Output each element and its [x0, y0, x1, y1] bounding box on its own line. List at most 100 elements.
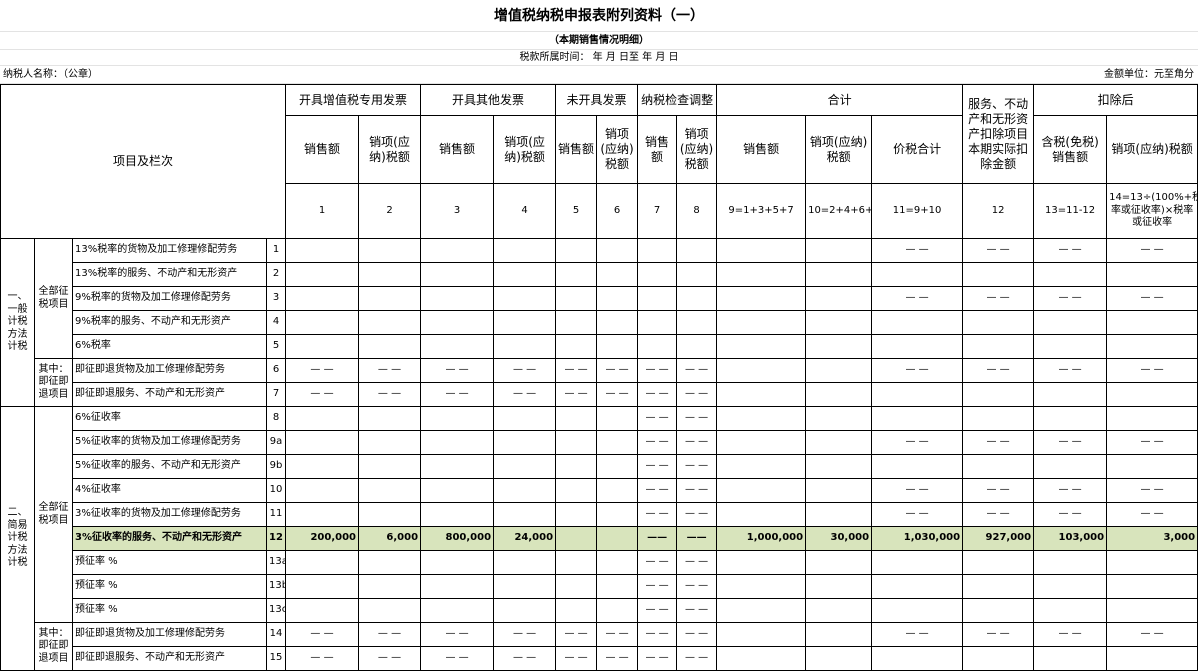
table-cell — [596, 430, 639, 455]
table-cell: — — — [637, 598, 678, 623]
table-cell — [555, 430, 598, 455]
table-cell — [871, 406, 964, 431]
table-cell — [871, 454, 964, 479]
table-cell — [637, 310, 678, 335]
line-number: 3 — [265, 286, 287, 311]
table-cell — [493, 550, 557, 575]
table-cell — [805, 382, 873, 407]
table-cell — [555, 406, 598, 431]
table-cell — [805, 646, 873, 671]
table-cell — [358, 238, 422, 263]
table-cell — [1106, 262, 1198, 287]
table-row: 3%征收率的服务、不动产和无形资产 12 200,000 6,000 800,000 24… — [1, 526, 1198, 551]
table-cell: — — — [420, 358, 495, 383]
table-cell — [555, 310, 598, 335]
table-cell — [555, 550, 598, 575]
table-row: 预征率 % 13c — — — — — [1, 598, 1198, 623]
table-cell: —— — [676, 526, 718, 551]
table-cell: — — — [493, 622, 557, 647]
table-cell — [596, 238, 639, 263]
table-cell — [555, 526, 598, 551]
item-label: 即征即退服务、不动产和无形资产 — [72, 382, 267, 407]
table-cell — [420, 502, 495, 527]
table-cell — [871, 598, 964, 623]
table-cell — [716, 238, 807, 263]
table-cell: — — — [1106, 238, 1198, 263]
table-cell — [805, 598, 873, 623]
table-cell — [676, 286, 718, 311]
table-cell: — — — [676, 622, 718, 647]
table-cell: — — — [596, 622, 639, 647]
item-label: 13%税率的服务、不动产和无形资产 — [72, 262, 267, 287]
table-cell — [962, 334, 1035, 359]
table-cell — [596, 574, 639, 599]
form-subtitle: （本期销售情况明细） — [0, 32, 1198, 50]
table-cell — [420, 478, 495, 503]
table-cell — [1106, 574, 1198, 599]
table-cell — [1033, 382, 1108, 407]
item-label: 9%税率的服务、不动产和无形资产 — [72, 310, 267, 335]
table-cell — [716, 334, 807, 359]
column-number: 5 — [555, 183, 598, 239]
table-cell — [637, 238, 678, 263]
table-cell — [716, 598, 807, 623]
item-label: 预征率 % — [72, 598, 267, 623]
table-cell — [420, 310, 495, 335]
table-cell — [420, 574, 495, 599]
column-header: 销项(应纳)税额 — [596, 115, 639, 184]
table-cell — [716, 646, 807, 671]
form-title: 增值税纳税申报表附列资料（一） — [0, 0, 1198, 32]
table-cell — [358, 598, 422, 623]
table-cell: — — — [358, 622, 422, 647]
table-cell: — — — [676, 550, 718, 575]
table-cell — [962, 550, 1035, 575]
table-cell — [358, 406, 422, 431]
table-cell — [1033, 574, 1108, 599]
table-cell: — — — [1106, 478, 1198, 503]
table-cell: — — — [1033, 478, 1108, 503]
table-cell — [871, 382, 964, 407]
table-cell: — — — [493, 358, 557, 383]
table-cell: — — — [1033, 622, 1108, 647]
table-cell — [805, 478, 873, 503]
table-cell — [637, 334, 678, 359]
table-cell: — — — [596, 646, 639, 671]
column-header: 销项(应纳)税额 — [805, 115, 873, 184]
table-cell: — — — [285, 358, 360, 383]
table-cell — [1106, 382, 1198, 407]
table-cell: — — — [285, 382, 360, 407]
table-cell: — — — [1106, 430, 1198, 455]
table-cell: — — — [637, 502, 678, 527]
table-cell — [637, 262, 678, 287]
table-cell: — — — [871, 358, 964, 383]
item-label: 即征即退服务、不动产和无形资产 — [72, 646, 267, 671]
line-number: 9a — [265, 430, 287, 455]
table-cell — [555, 598, 598, 623]
column-number: 1 — [285, 183, 360, 239]
item-label: 即征即退货物及加工修理修配劳务 — [72, 622, 267, 647]
table-cell — [596, 310, 639, 335]
table-row: 3%征收率的货物及加工修理修配劳务 11— — — — — — — — — — — — — [1, 502, 1198, 527]
table-cell: — — — [358, 382, 422, 407]
column-header: 价税合计 — [871, 115, 964, 184]
table-row: 9%税率的服务、不动产和无形资产 4 — [1, 310, 1198, 335]
table-cell — [1033, 550, 1108, 575]
table-cell: — — — [871, 478, 964, 503]
table-cell — [1106, 406, 1198, 431]
table-cell — [358, 286, 422, 311]
amount-cell: 30,000 — [805, 526, 873, 551]
table-cell — [596, 454, 639, 479]
table-cell: — — — [676, 478, 718, 503]
table-cell: — — — [596, 382, 639, 407]
table-cell — [962, 574, 1035, 599]
item-label: 3%征收率的服务、不动产和无形资产 — [72, 526, 267, 551]
amount-cell: 103,000 — [1033, 526, 1108, 551]
table-cell — [285, 478, 360, 503]
taxpayer-name: 纳税人名称：（公章） — [3, 69, 98, 80]
group-header: 合计 — [716, 84, 964, 116]
table-cell — [716, 406, 807, 431]
table-cell: — — — [637, 382, 678, 407]
table-cell — [420, 454, 495, 479]
table-cell: — — — [420, 622, 495, 647]
